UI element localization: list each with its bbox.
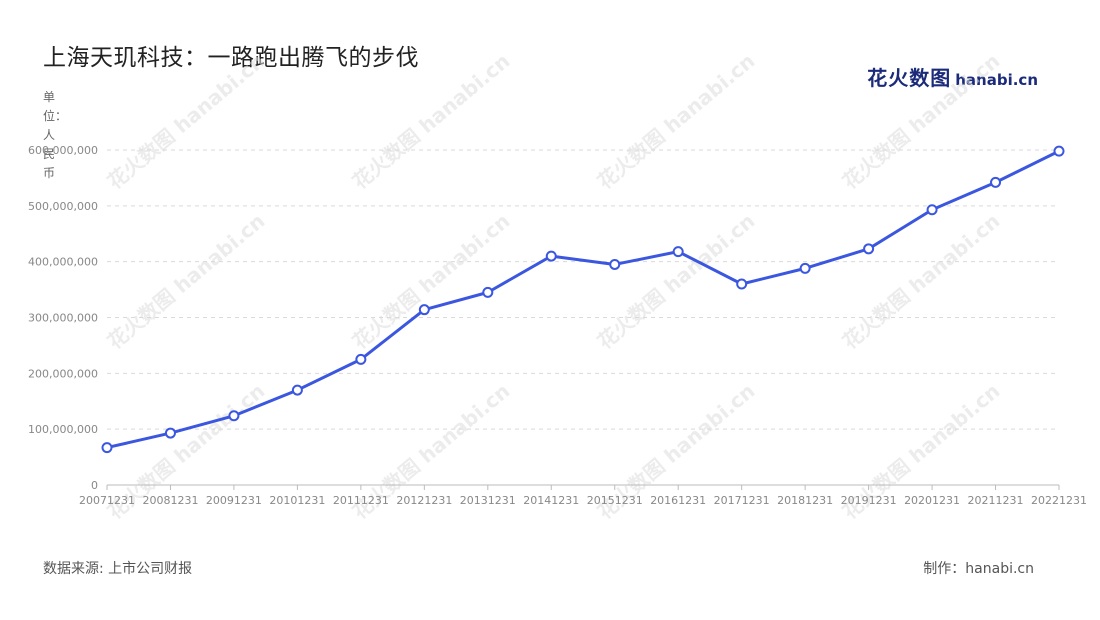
watermark: 花火数图 hanabi.cn <box>593 49 760 194</box>
data-source-note: 数据来源: 上市公司财报 <box>43 561 193 577</box>
data-point <box>291 384 303 396</box>
x-tick-label: 20191231 <box>841 494 897 507</box>
watermark-layer: 花火数图 hanabi.cn 花火数图 hanabi.cn 花火数图 hanabi.… <box>103 49 1005 524</box>
y-tick-label: 400,000,000 <box>28 256 98 269</box>
y-tick-label: 500,000,000 <box>28 200 98 213</box>
x-tick-label: 20221231 <box>1031 494 1087 507</box>
data-point <box>355 353 367 365</box>
data-point <box>736 278 748 290</box>
x-tick-label: 20151231 <box>587 494 643 507</box>
series-layer <box>101 145 1065 454</box>
data-point <box>990 176 1002 188</box>
x-tick-label: 20141231 <box>523 494 579 507</box>
y-tick-label: 0 <box>91 479 98 492</box>
x-tick-label: 20131231 <box>460 494 516 507</box>
watermark: 花火数图 hanabi.cn <box>103 209 270 354</box>
y-tick-label: 300,000,000 <box>28 312 98 325</box>
x-tick-label: 20101231 <box>269 494 325 507</box>
brand-logo-main: 花火数图 <box>867 66 952 90</box>
data-point <box>101 442 113 454</box>
y-tick-label: 100,000,000 <box>28 423 98 436</box>
y-tick-label: 200,000,000 <box>28 367 98 380</box>
x-tick-label: 20211231 <box>968 494 1024 507</box>
x-tick-label: 20111231 <box>333 494 389 507</box>
brand-logo: 花火数图 hanabi.cn <box>867 62 1038 91</box>
data-point <box>926 204 938 216</box>
data-point <box>228 410 240 422</box>
x-tick-label: 20201231 <box>904 494 960 507</box>
watermark: 花火数图 hanabi.cn <box>348 209 515 354</box>
data-point <box>863 243 875 255</box>
data-point <box>799 262 811 274</box>
x-tick-label: 20171231 <box>714 494 770 507</box>
x-tick-label: 20181231 <box>777 494 833 507</box>
watermark: 花火数图 hanabi.cn <box>348 49 515 194</box>
data-point <box>609 258 621 270</box>
series-line <box>106 149 1060 450</box>
data-point <box>482 286 494 298</box>
x-tick-label: 20081231 <box>142 494 198 507</box>
y-tick-label: 600,000,000 <box>28 144 98 157</box>
chart-title: 上海天玑科技：一路跑出腾飞的步伐 <box>43 45 419 71</box>
watermark: 花火数图 hanabi.cn <box>838 209 1005 354</box>
data-point <box>418 304 430 316</box>
x-tick-label: 20071231 <box>79 494 135 507</box>
credit-note: 制作：hanabi.cn <box>923 561 1034 577</box>
watermark: 花火数图 hanabi.cn <box>838 49 1005 194</box>
x-tick-label: 20091231 <box>206 494 262 507</box>
x-tick-label: 20121231 <box>396 494 452 507</box>
data-point <box>545 250 557 262</box>
x-tick-label: 20161231 <box>650 494 706 507</box>
data-point <box>164 427 176 439</box>
x-axis: 20071231 20081231 20091231 20101231 20111231… <box>79 484 1087 507</box>
brand-logo-sub: hanabi.cn <box>955 71 1038 89</box>
data-point <box>672 246 684 258</box>
watermark: 花火数图 hanabi.cn <box>103 49 270 194</box>
y-axis-ticks: 0 100,000,000 200,000,000 300,000,000 400,00… <box>28 144 98 492</box>
data-point <box>1053 145 1065 157</box>
